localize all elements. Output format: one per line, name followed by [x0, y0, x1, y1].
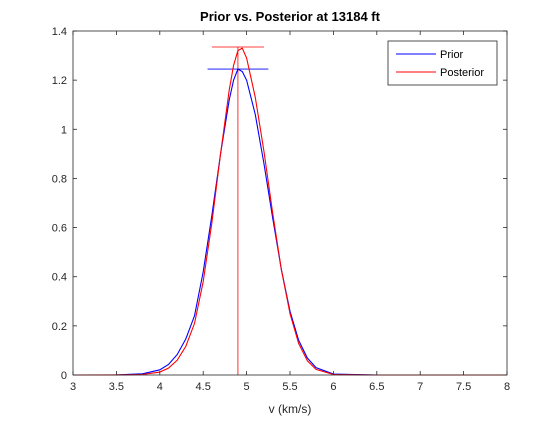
y-tick-label: 0.4 — [52, 272, 67, 284]
y-tick-label: 0.6 — [52, 223, 67, 235]
plot-area — [72, 46, 507, 376]
y-tick-label: 1.4 — [52, 26, 67, 38]
x-tick-label: 5.5 — [282, 381, 297, 393]
x-tick-label: 7 — [417, 381, 423, 393]
y-tick-label: 0.8 — [52, 173, 67, 185]
axes-background — [73, 31, 507, 375]
x-tick-label: 4 — [157, 381, 163, 393]
x-tick-label: 8 — [504, 381, 510, 393]
y-tick-label: 1.2 — [52, 75, 67, 87]
legend-label-prior: Prior — [440, 49, 464, 61]
legend-box — [387, 40, 498, 86]
legend: Prior Posterior — [387, 40, 498, 86]
chart-title: Prior vs. Posterior at 13184 ft — [200, 9, 381, 24]
y-tick-label: 1 — [61, 124, 67, 136]
x-tick-label: 6.5 — [369, 381, 384, 393]
legend-label-posterior: Posterior — [440, 67, 484, 79]
y-tick-label: 0 — [61, 370, 67, 382]
x-axis-label: v (km/s) — [269, 402, 312, 416]
x-tick-label: 4.5 — [196, 381, 211, 393]
series-line-prior — [72, 68, 507, 376]
x-tick-label: 6 — [330, 381, 336, 393]
x-tick-label: 5 — [244, 381, 250, 393]
x-tick-label: 3 — [70, 381, 76, 393]
y-tick-label: 0.2 — [52, 321, 67, 333]
x-axis: 3 3.5 4 4.5 5 5.5 6 6.5 7 7.5 8 — [70, 31, 510, 393]
series-line-posterior — [72, 47, 507, 376]
x-tick-label: 3.5 — [109, 381, 124, 393]
y-axis: 0 0.2 0.4 0.6 0.8 1 1.2 1.4 — [52, 26, 507, 382]
x-tick-label: 7.5 — [456, 381, 471, 393]
